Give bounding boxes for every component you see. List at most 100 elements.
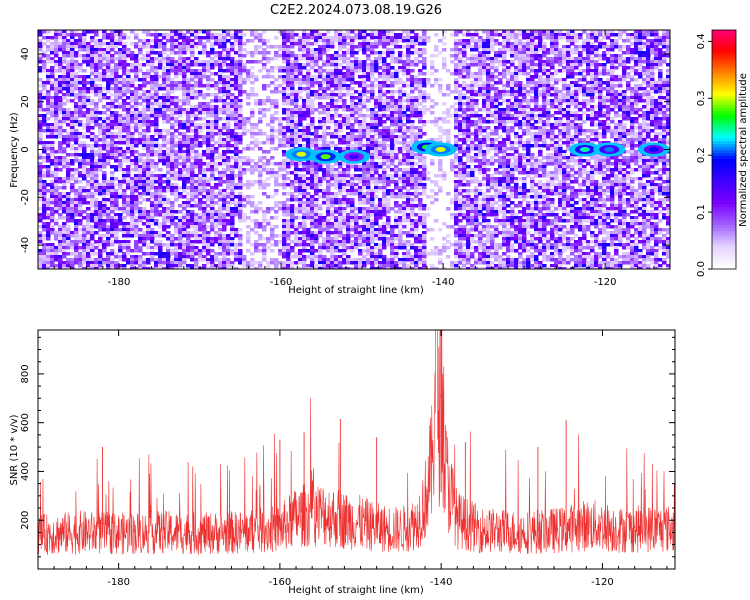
heatmap-cell <box>514 117 519 121</box>
heatmap-cell <box>562 93 567 97</box>
heatmap-cell <box>410 156 415 160</box>
heatmap-cell <box>238 81 243 85</box>
heatmap-cell <box>250 147 255 151</box>
heatmap-cell <box>510 156 515 160</box>
heatmap-cell <box>118 60 123 64</box>
heatmap-cell <box>310 60 315 64</box>
heatmap-cell <box>630 147 635 151</box>
heatmap-cell <box>394 123 399 127</box>
heatmap-cell <box>646 45 651 49</box>
heatmap-cell <box>246 60 251 64</box>
heatmap-cell <box>566 111 571 115</box>
heatmap-cell <box>514 105 519 109</box>
heatmap-cell <box>638 153 643 157</box>
heatmap-cell <box>66 99 71 103</box>
heatmap-cell <box>262 141 267 145</box>
heatmap-cell <box>358 33 363 37</box>
heatmap-cell <box>198 144 203 148</box>
heatmap-cell <box>330 96 335 100</box>
heatmap-cell <box>54 39 59 43</box>
heatmap-cell <box>218 129 223 133</box>
heatmap-cell <box>90 120 95 124</box>
heatmap-cell <box>382 72 387 76</box>
heatmap-cell <box>326 30 331 34</box>
heatmap-cell <box>38 138 43 142</box>
heatmap-cell <box>226 54 231 58</box>
heatmap-cell <box>646 60 651 64</box>
heatmap-cell <box>642 93 647 97</box>
heatmap-cell <box>554 147 559 151</box>
heatmap-cell <box>622 108 627 112</box>
heatmap-cell <box>466 108 471 112</box>
heatmap-cell <box>186 129 191 133</box>
heatmap-cell <box>154 129 159 133</box>
heatmap-cell <box>262 102 267 106</box>
heatmap-cell <box>362 123 367 127</box>
heatmap-cell <box>278 48 283 52</box>
heatmap-cell <box>122 63 127 67</box>
heatmap-cell <box>598 126 603 130</box>
heatmap-cell <box>462 93 467 97</box>
heatmap-cell <box>66 72 71 76</box>
heatmap-cell <box>266 75 271 79</box>
heatmap-cell <box>166 66 171 70</box>
heatmap-cell <box>50 141 55 145</box>
heatmap-cell <box>346 138 351 142</box>
heatmap-cell <box>210 45 215 49</box>
heatmap-cell <box>410 123 415 127</box>
heatmap-cell <box>522 123 527 127</box>
heatmap-cell <box>90 60 95 64</box>
heatmap-cell <box>522 114 527 118</box>
heatmap-cell <box>590 51 595 55</box>
heatmap-cell <box>414 75 419 79</box>
heatmap-cell <box>430 63 435 67</box>
heatmap-cell <box>194 60 199 64</box>
heatmap-cell <box>542 45 547 49</box>
heatmap-cell <box>606 96 611 100</box>
heatmap-cell <box>78 75 83 79</box>
heatmap-cell <box>650 87 655 91</box>
heatmap-cell <box>74 81 79 85</box>
heatmap-cell <box>458 159 463 163</box>
heatmap-cell <box>482 129 487 133</box>
heatmap-cell <box>450 54 455 58</box>
heatmap-cell <box>338 57 343 61</box>
heatmap-cell <box>562 141 567 145</box>
heatmap-cell <box>558 156 563 160</box>
heatmap-cell <box>370 126 375 130</box>
heatmap-cell <box>382 90 387 94</box>
heatmap-cell <box>618 33 623 37</box>
heatmap-cell <box>494 81 499 85</box>
heatmap-cell <box>274 117 279 121</box>
heatmap-cell <box>46 141 51 145</box>
heatmap-cell <box>158 84 163 88</box>
heatmap-cell <box>538 84 543 88</box>
heatmap-cell <box>106 135 111 139</box>
heatmap-cell <box>402 147 407 151</box>
heatmap-cell <box>106 153 111 157</box>
heatmap-cell <box>446 120 451 124</box>
heatmap-cell <box>510 72 515 76</box>
heatmap-cell <box>558 99 563 103</box>
heatmap-cell <box>646 114 651 118</box>
heatmap-cell <box>170 132 175 136</box>
heatmap-cell <box>58 75 63 79</box>
heatmap-cell <box>542 69 547 73</box>
heatmap-cell <box>86 48 91 52</box>
heatmap-cell <box>86 102 91 106</box>
heatmap-cell <box>66 114 71 118</box>
heatmap-cell <box>322 93 327 97</box>
heatmap-cell <box>370 30 375 34</box>
heatmap-cell <box>458 72 463 76</box>
heatmap-cell <box>606 111 611 115</box>
heatmap-cell <box>218 87 223 91</box>
heatmap-cell <box>334 69 339 73</box>
heatmap-cell <box>306 90 311 94</box>
heatmap-cell <box>214 126 219 130</box>
heatmap-cell <box>666 105 670 109</box>
heatmap-cell <box>198 78 203 82</box>
heatmap-cell <box>178 81 183 85</box>
heatmap-cell <box>242 42 247 46</box>
heatmap-cell <box>362 39 367 43</box>
heatmap-cell <box>282 75 287 79</box>
